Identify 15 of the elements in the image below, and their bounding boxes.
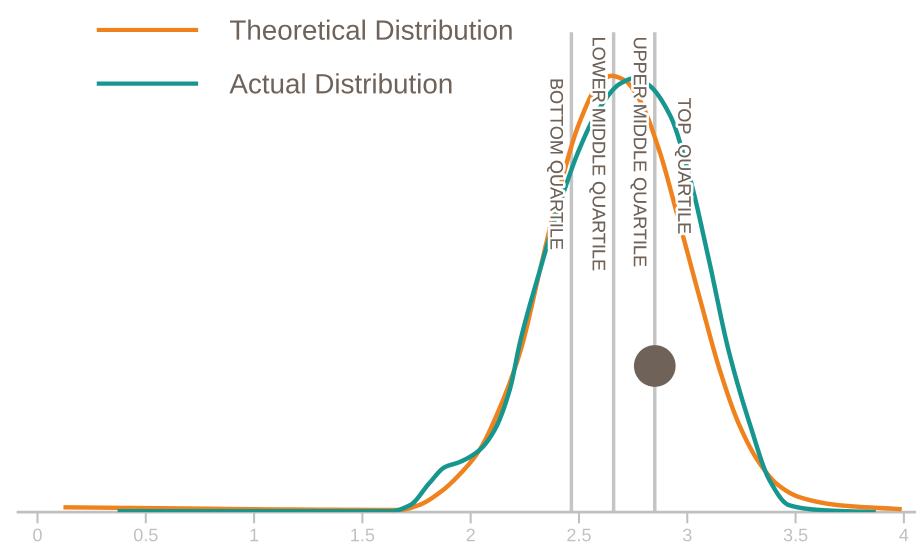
annotation: BOTTOM QUARTILE xyxy=(547,80,564,250)
x-tick-label: 2.5 xyxy=(567,528,591,542)
x-tick-label: 0.5 xyxy=(134,528,158,542)
x-tick-label: 3 xyxy=(682,528,692,542)
x-tick-label: 0 xyxy=(33,528,42,542)
x-tick-label: 4 xyxy=(899,528,908,542)
annotation: TOP QUARTILE xyxy=(674,98,691,234)
x-tick-label: 1 xyxy=(250,528,258,542)
legend-label: Theoretical Distribution xyxy=(230,20,512,40)
x-tick-label: 3.5 xyxy=(784,528,808,542)
x-tick-label: 2 xyxy=(466,528,475,542)
annotation: UPPER MIDDLE QUARTILE xyxy=(630,38,646,266)
annotation: LOWER MIDDLE QUARTILE xyxy=(589,38,606,270)
x-tick-label: 1.5 xyxy=(351,528,374,542)
legend-label: Actual Distribution xyxy=(229,73,452,94)
